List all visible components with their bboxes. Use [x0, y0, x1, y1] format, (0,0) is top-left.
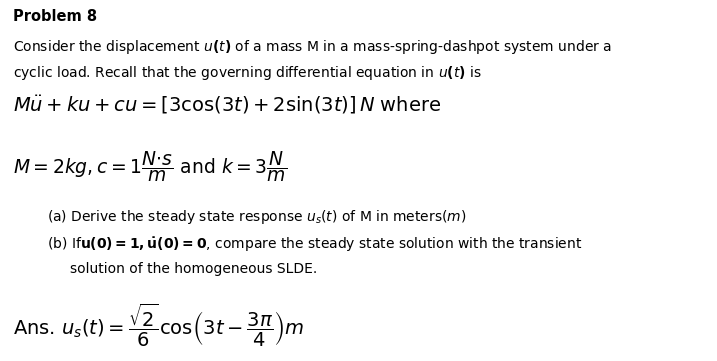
Text: (a) Derive the steady state response $u_s(t)$ of M in meters$(m)$: (a) Derive the steady state response $u_…	[47, 208, 466, 226]
Text: (b) If$\mathbf{u(0)=1,\dot{u}(0)=0}$, compare the steady state solution with the: (b) If$\mathbf{u(0)=1,\dot{u}(0)=0}$, co…	[47, 235, 582, 254]
Text: solution of the homogeneous SLDE.: solution of the homogeneous SLDE.	[70, 262, 318, 276]
Text: $M\ddot{u}+ku+cu=[3\cos(3t)+2\sin(3t)]\,N$ where: $M\ddot{u}+ku+cu=[3\cos(3t)+2\sin(3t)]\,…	[13, 93, 441, 116]
Text: $M=2kg,c=1\dfrac{N{\cdot}s}{m}$ and $k=3\dfrac{N}{m}$: $M=2kg,c=1\dfrac{N{\cdot}s}{m}$ and $k=3…	[13, 149, 287, 184]
Text: cyclic load. Recall that the governing differential equation in $\mathbf{\mathit: cyclic load. Recall that the governing d…	[13, 64, 482, 82]
Text: Problem 8: Problem 8	[13, 9, 97, 24]
Text: Consider the displacement $\mathbf{\mathit{u}}\mathbf{(}\mathbf{\mathit{t}}\math: Consider the displacement $\mathbf{\math…	[13, 38, 612, 56]
Text: Ans. $u_s(t)=\dfrac{\sqrt{2}}{6}\cos\!\left(3t-\dfrac{3\pi}{4}\right)m$: Ans. $u_s(t)=\dfrac{\sqrt{2}}{6}\cos\!\l…	[13, 301, 304, 349]
